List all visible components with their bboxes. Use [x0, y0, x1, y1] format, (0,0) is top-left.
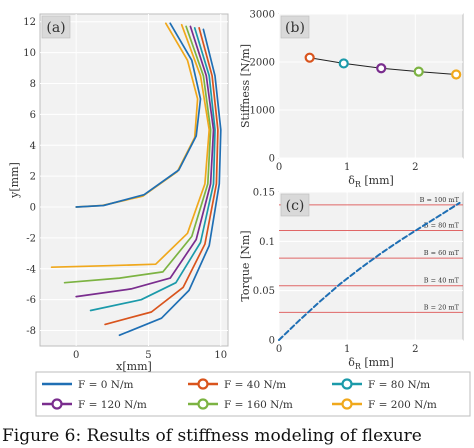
panel-a: 0 5 10 -8 -6 -4 -2 0 2 4 6 8 10 12 (a) x[mm] y[mm]	[8, 13, 229, 373]
legend-item: F = 40 N/m	[188, 378, 286, 391]
series-line	[50, 23, 211, 269]
legend-label: F = 80 N/m	[368, 379, 430, 391]
figure-caption: Figure 6: Results of stiffness modeling …	[2, 426, 422, 446]
x-tick-label: 2	[412, 162, 418, 173]
legend-swatch-marker	[197, 398, 209, 410]
panel-label-text: (a)	[46, 20, 65, 36]
y-axis-label: y[mm]	[8, 162, 21, 199]
panel-label: (b)	[280, 15, 310, 39]
panel-label-text: (c)	[286, 198, 305, 214]
y-tick-label: -6	[26, 295, 36, 306]
reference-line-label: B = 80 mT	[424, 221, 460, 229]
legend-label: F = 160 N/m	[224, 399, 293, 411]
x-tick-label: 1	[344, 162, 350, 173]
y-tick-label: 2000	[250, 58, 275, 69]
reference-line-label: B = 20 mT	[424, 303, 460, 311]
data-point	[338, 58, 349, 69]
y-tick-label: 6	[30, 110, 36, 121]
legend-swatch-marker	[197, 378, 209, 390]
legend-item: F = 120 N/m	[42, 398, 147, 411]
legend-item: F = 80 N/m	[332, 378, 430, 391]
x-tick-label: 5	[145, 350, 151, 361]
series-line	[89, 27, 216, 312]
x-tick-label: 10	[214, 350, 227, 361]
legend-swatch-marker	[51, 398, 63, 410]
panel-c: 0 1 2 0 0.05 0.1 0.15 B = 100 mT B = 80 mT B = 60…	[239, 188, 464, 371]
panel-label-box	[280, 15, 310, 39]
y-tick-label: 0.15	[253, 188, 275, 199]
legend-item: F = 0 N/m	[42, 379, 134, 391]
panel-label: (c)	[280, 193, 310, 217]
y-tick-label: 2	[30, 172, 36, 183]
y-tick-label: 0.05	[253, 286, 275, 297]
plot-area	[39, 13, 229, 347]
y-tick-label: -2	[26, 233, 36, 244]
data-point	[451, 69, 462, 80]
series-line	[75, 22, 202, 208]
x-tick-label: 0	[276, 344, 282, 355]
plot-area	[278, 191, 464, 341]
series-line	[104, 27, 219, 326]
y-tick-label: 12	[23, 17, 36, 28]
legend: F = 0 N/m F = 40 N/m F = 80 N/m F = 120 N/m…	[35, 371, 471, 417]
legend-item: F = 200 N/m	[332, 398, 437, 411]
reference-line-label: B = 100 mT	[420, 196, 460, 204]
x-axis-label: δR [mm]	[348, 174, 394, 189]
y-axis-label: Torque [Nm]	[239, 230, 252, 301]
data-point	[304, 52, 315, 63]
y-tick-label: -4	[26, 264, 36, 275]
y-tick-label: 10	[23, 48, 36, 59]
x-tick-label: 0	[73, 350, 79, 361]
plot-area	[278, 13, 464, 159]
y-tick-label: 3000	[250, 10, 275, 21]
y-tick-label: 8	[30, 79, 36, 90]
x-axis-label: δR [mm]	[348, 356, 394, 371]
series-line	[75, 25, 215, 298]
data-point	[413, 66, 424, 77]
series-line	[63, 25, 212, 284]
y-tick-label: 4	[30, 141, 36, 152]
legend-box	[35, 371, 471, 417]
panel-label-box	[41, 15, 71, 39]
x-tick-label: 1	[344, 344, 350, 355]
legend-swatch-marker	[341, 378, 353, 390]
y-tick-label: 1000	[250, 106, 275, 117]
legend-label: F = 40 N/m	[224, 379, 286, 391]
legend-item: F = 160 N/m	[188, 398, 293, 411]
legend-swatch-marker	[341, 398, 353, 410]
y-tick-label: -8	[26, 326, 36, 337]
data-point	[376, 63, 387, 74]
y-tick-label: 0	[269, 154, 275, 165]
legend-label: F = 0 N/m	[78, 379, 134, 391]
y-tick-label: 0.1	[259, 237, 275, 248]
x-axis-label: x[mm]	[116, 360, 152, 373]
x-tick-label: 0	[276, 162, 282, 173]
panel-label-box	[280, 193, 310, 217]
legend-label: F = 120 N/m	[78, 399, 147, 411]
x-tick-label: 2	[412, 344, 418, 355]
y-axis-label: Stiffness [N/m]	[239, 44, 252, 128]
reference-line-label: B = 60 mT	[424, 249, 460, 257]
panel-b: 0 1 2 0 1000 2000 3000 (b) δR [mm] Stiffness [N/m…	[239, 10, 464, 189]
legend-label: F = 200 N/m	[368, 399, 437, 411]
panel-label: (a)	[41, 15, 71, 39]
panel-label-text: (b)	[285, 20, 305, 36]
reference-line-label: B = 40 mT	[424, 277, 460, 285]
series-line	[118, 28, 222, 337]
series-line	[278, 201, 461, 341]
y-tick-label: 0	[269, 336, 275, 347]
y-tick-label: 0	[30, 203, 36, 214]
